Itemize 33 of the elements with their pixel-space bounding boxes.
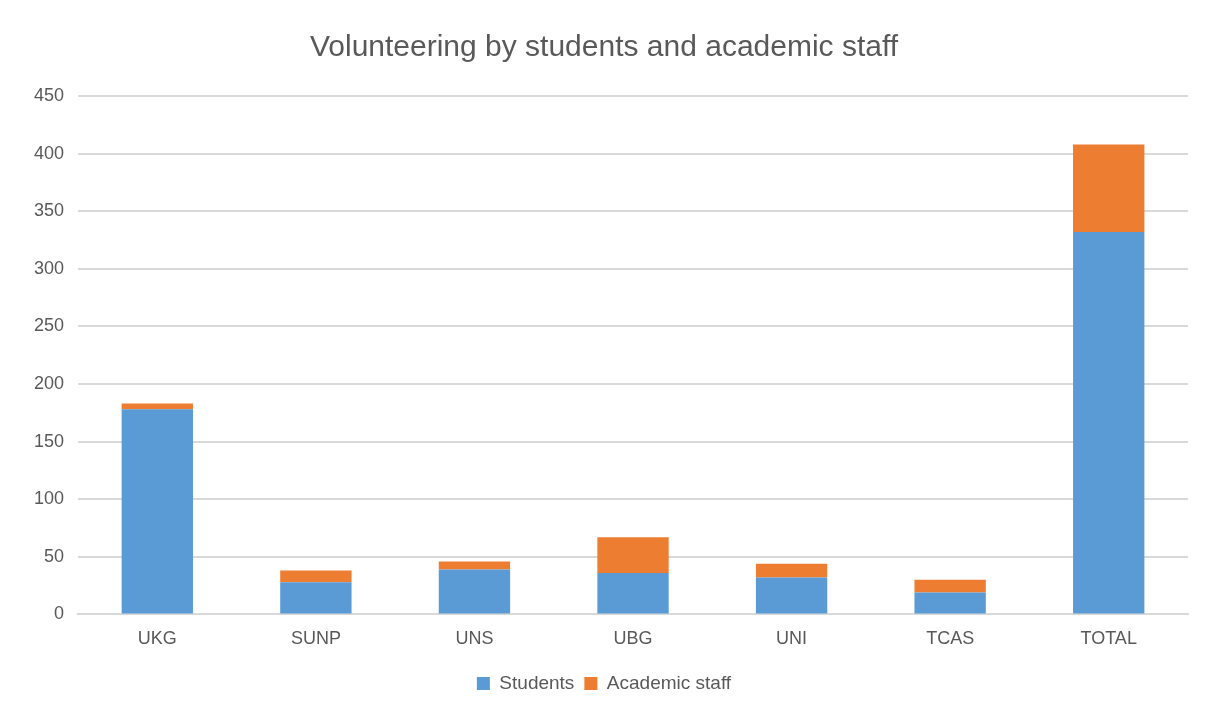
y-tick-label: 400 <box>33 142 65 163</box>
bar <box>1073 144 1145 232</box>
bar <box>438 561 511 570</box>
y-tick-label: 300 <box>33 257 65 278</box>
x-tick-label: SUNP <box>290 628 341 649</box>
bar <box>914 579 986 593</box>
legend-label: Academic staff <box>606 671 732 693</box>
bar <box>1073 231 1145 614</box>
y-tick-label: 150 <box>33 430 65 451</box>
x-tick-label: UBG <box>613 628 653 649</box>
x-tick-label: UNS <box>455 628 494 649</box>
y-tick-label: 450 <box>33 84 65 105</box>
y-tick-label: 0 <box>54 603 65 624</box>
bar <box>121 409 193 614</box>
bar <box>280 582 352 614</box>
bar <box>438 569 511 614</box>
bar <box>755 577 828 614</box>
y-tick-label: 250 <box>33 315 65 336</box>
bar <box>597 572 669 614</box>
x-tick-label: TOTAL <box>1080 628 1137 649</box>
bar <box>755 563 828 578</box>
legend-label: Students <box>499 671 575 693</box>
x-tick-label: UKG <box>137 628 177 649</box>
y-tick-label: 100 <box>33 488 65 509</box>
x-tick-label: UNI <box>776 628 808 649</box>
y-tick-label: 350 <box>33 200 65 221</box>
bar <box>914 592 986 614</box>
y-tick-label: 200 <box>33 372 65 393</box>
x-tick-label: TCAS <box>926 628 975 649</box>
y-tick-label: 50 <box>44 545 65 566</box>
bar <box>280 570 352 583</box>
chart-title: Volunteering by students and academic staff <box>309 29 899 63</box>
bar <box>597 537 669 573</box>
